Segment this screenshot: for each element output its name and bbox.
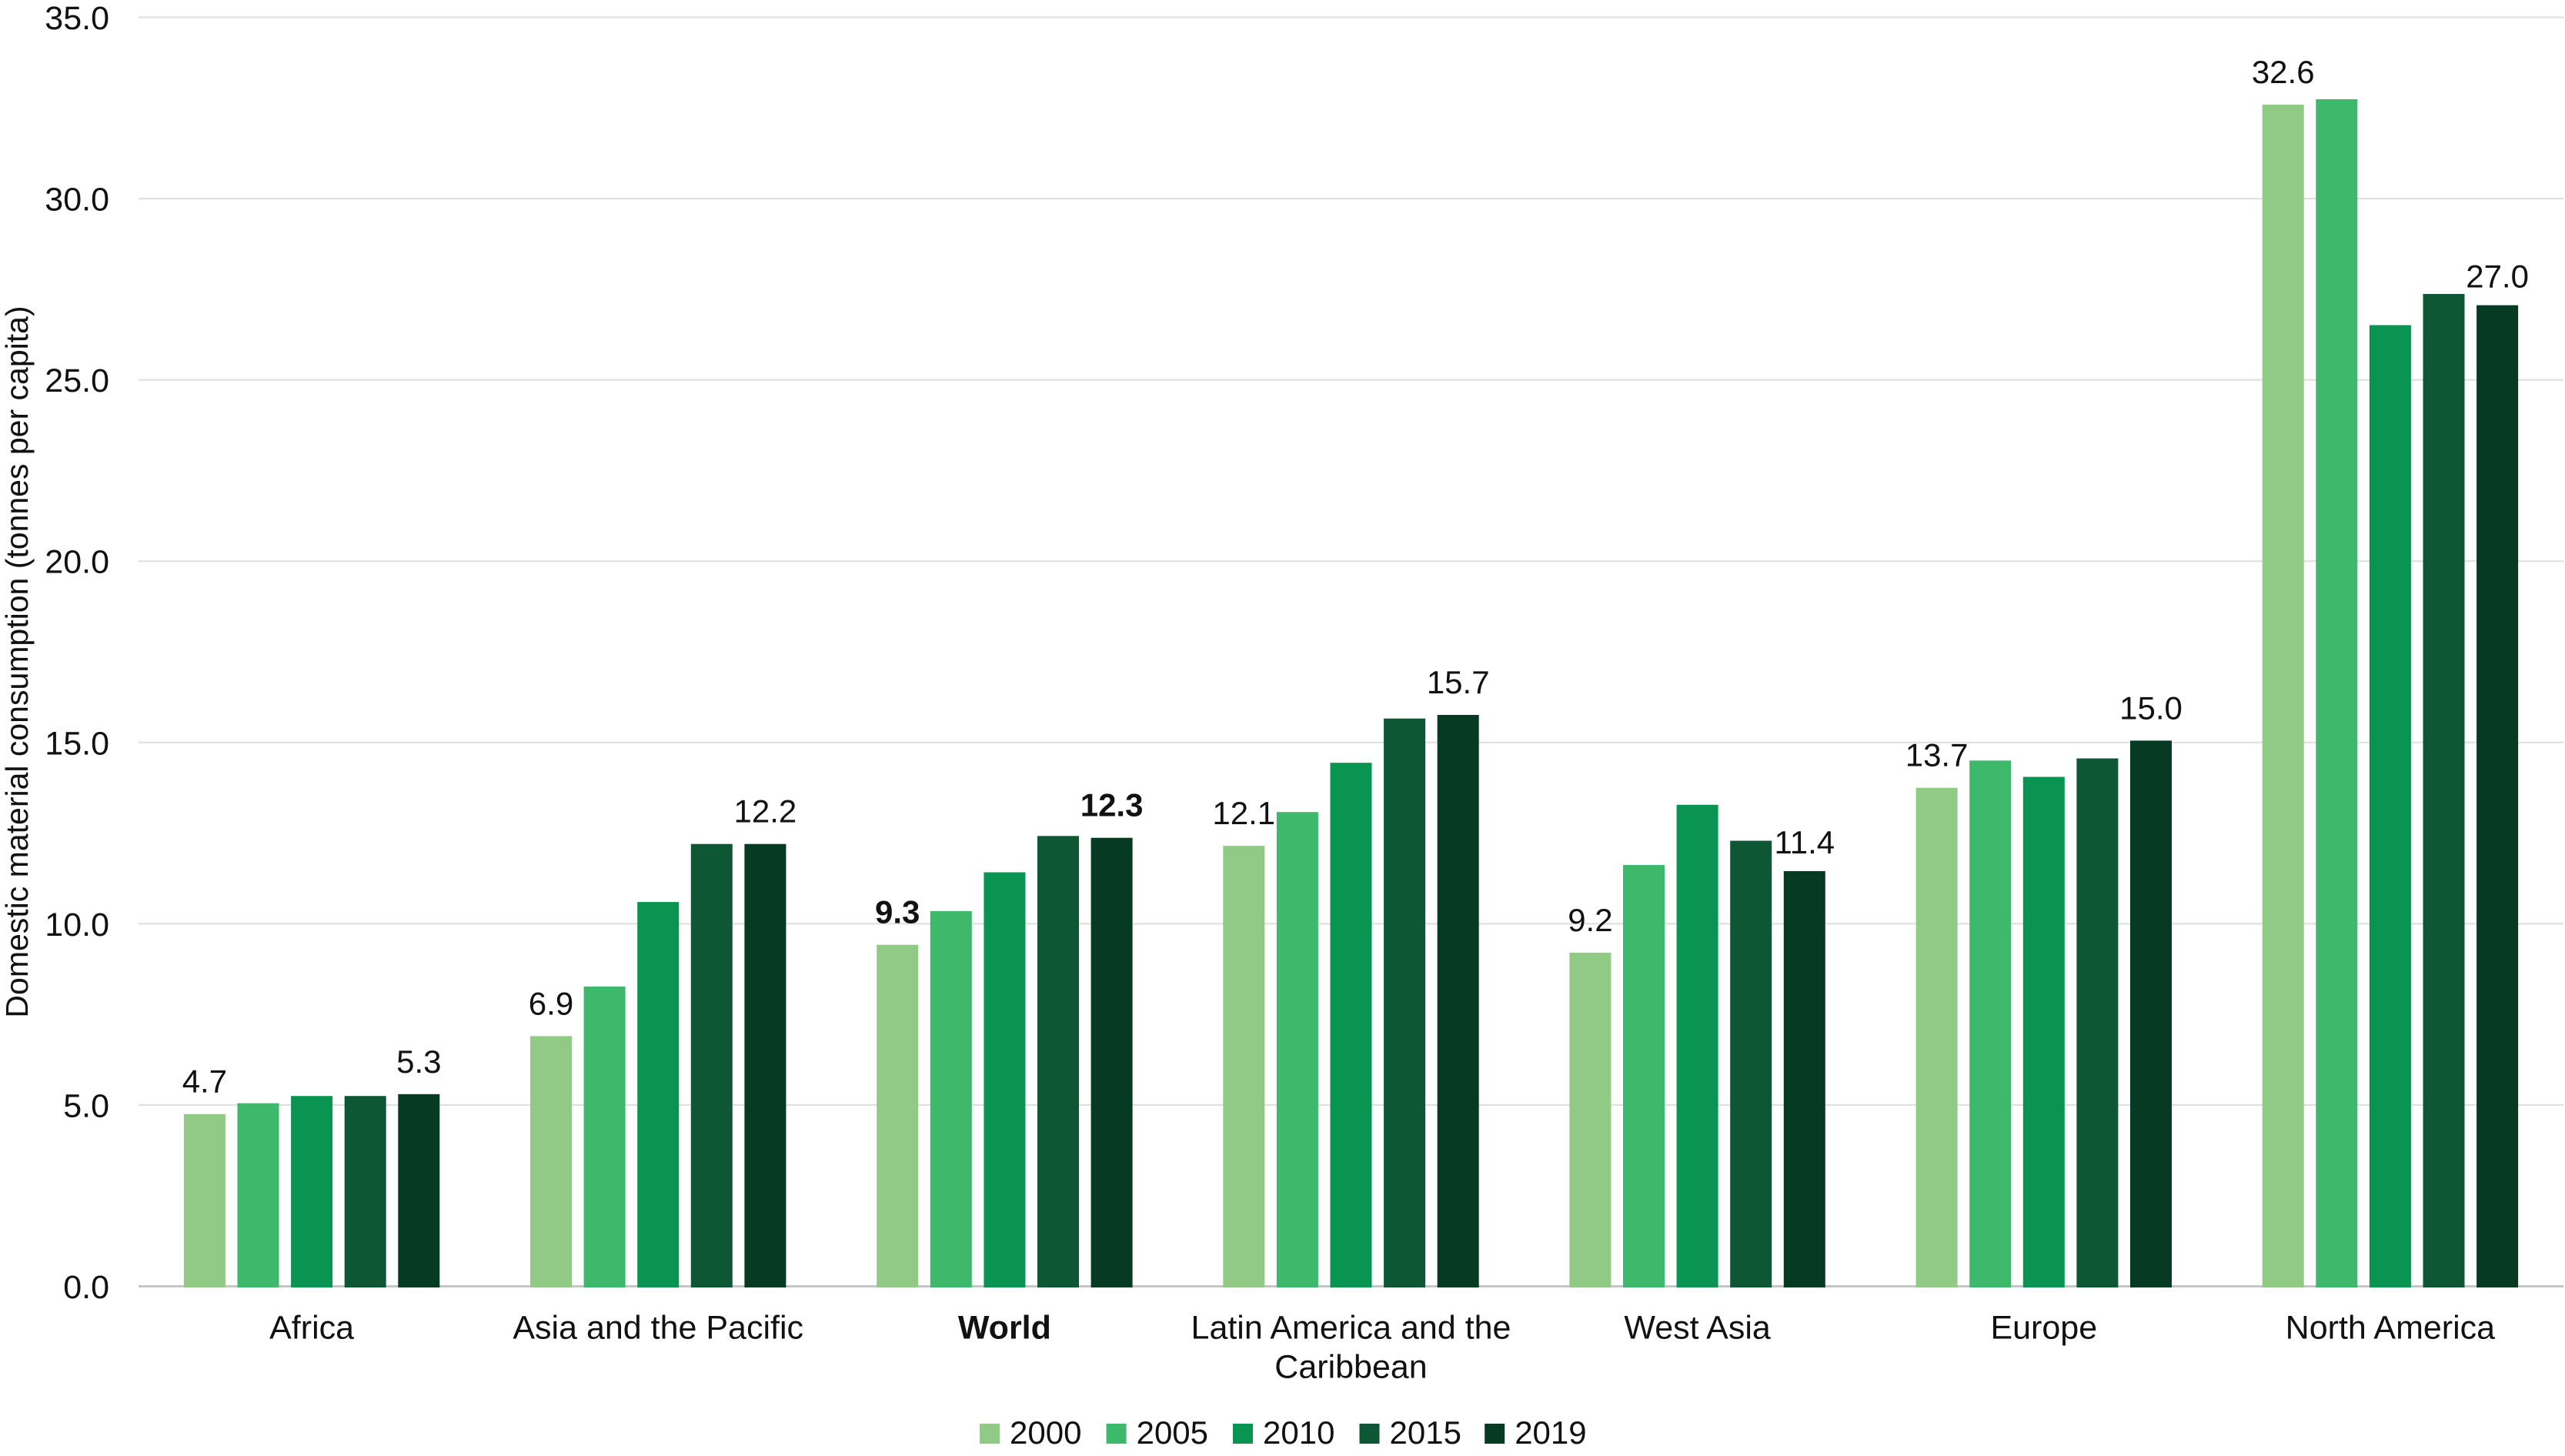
svg-text:Africa: Africa bbox=[269, 1310, 354, 1347]
svg-text:15.7: 15.7 bbox=[1427, 664, 1490, 700]
svg-text:9.2: 9.2 bbox=[1568, 902, 1612, 938]
svg-text:35.0: 35.0 bbox=[45, 0, 109, 37]
svg-text:0.0: 0.0 bbox=[63, 1269, 109, 1306]
svg-text:20.0: 20.0 bbox=[45, 544, 109, 581]
svg-text:6.9: 6.9 bbox=[529, 985, 573, 1021]
svg-text:5.0: 5.0 bbox=[63, 1087, 109, 1124]
svg-text:12.2: 12.2 bbox=[734, 793, 797, 830]
svg-text:World: World bbox=[958, 1310, 1051, 1347]
svg-text:9.3: 9.3 bbox=[875, 894, 920, 930]
svg-text:5.3: 5.3 bbox=[396, 1044, 441, 1080]
svg-text:Asia and the Pacific: Asia and the Pacific bbox=[513, 1310, 803, 1347]
svg-text:Europe: Europe bbox=[1990, 1310, 2097, 1347]
svg-text:Caribbean: Caribbean bbox=[1274, 1349, 1427, 1386]
svg-text:Latin America and the: Latin America and the bbox=[1191, 1310, 1511, 1347]
svg-text:12.3: 12.3 bbox=[1080, 787, 1144, 823]
svg-text:32.6: 32.6 bbox=[2252, 54, 2315, 90]
svg-text:4.7: 4.7 bbox=[182, 1064, 227, 1100]
svg-text:2000: 2000 bbox=[1010, 1414, 1081, 1451]
svg-text:27.0: 27.0 bbox=[2466, 259, 2529, 295]
svg-text:12.1: 12.1 bbox=[1212, 795, 1275, 831]
svg-text:30.0: 30.0 bbox=[45, 182, 109, 219]
svg-text:North America: North America bbox=[2286, 1310, 2496, 1347]
svg-text:2010: 2010 bbox=[1263, 1414, 1334, 1451]
svg-text:2005: 2005 bbox=[1137, 1414, 1208, 1451]
svg-text:2019: 2019 bbox=[1515, 1414, 1586, 1451]
svg-text:10.0: 10.0 bbox=[45, 907, 109, 943]
svg-text:15.0: 15.0 bbox=[45, 725, 109, 762]
svg-text:25.0: 25.0 bbox=[45, 362, 109, 399]
svg-text:West Asia: West Asia bbox=[1624, 1310, 1770, 1347]
svg-text:11.4: 11.4 bbox=[1774, 824, 1835, 860]
svg-text:Domestic material consumption: Domestic material consumption (tonnes pe… bbox=[0, 306, 35, 1017]
svg-text:13.7: 13.7 bbox=[1905, 737, 1969, 773]
svg-text:15.0: 15.0 bbox=[2119, 690, 2183, 726]
svg-text:2015: 2015 bbox=[1390, 1414, 1461, 1451]
